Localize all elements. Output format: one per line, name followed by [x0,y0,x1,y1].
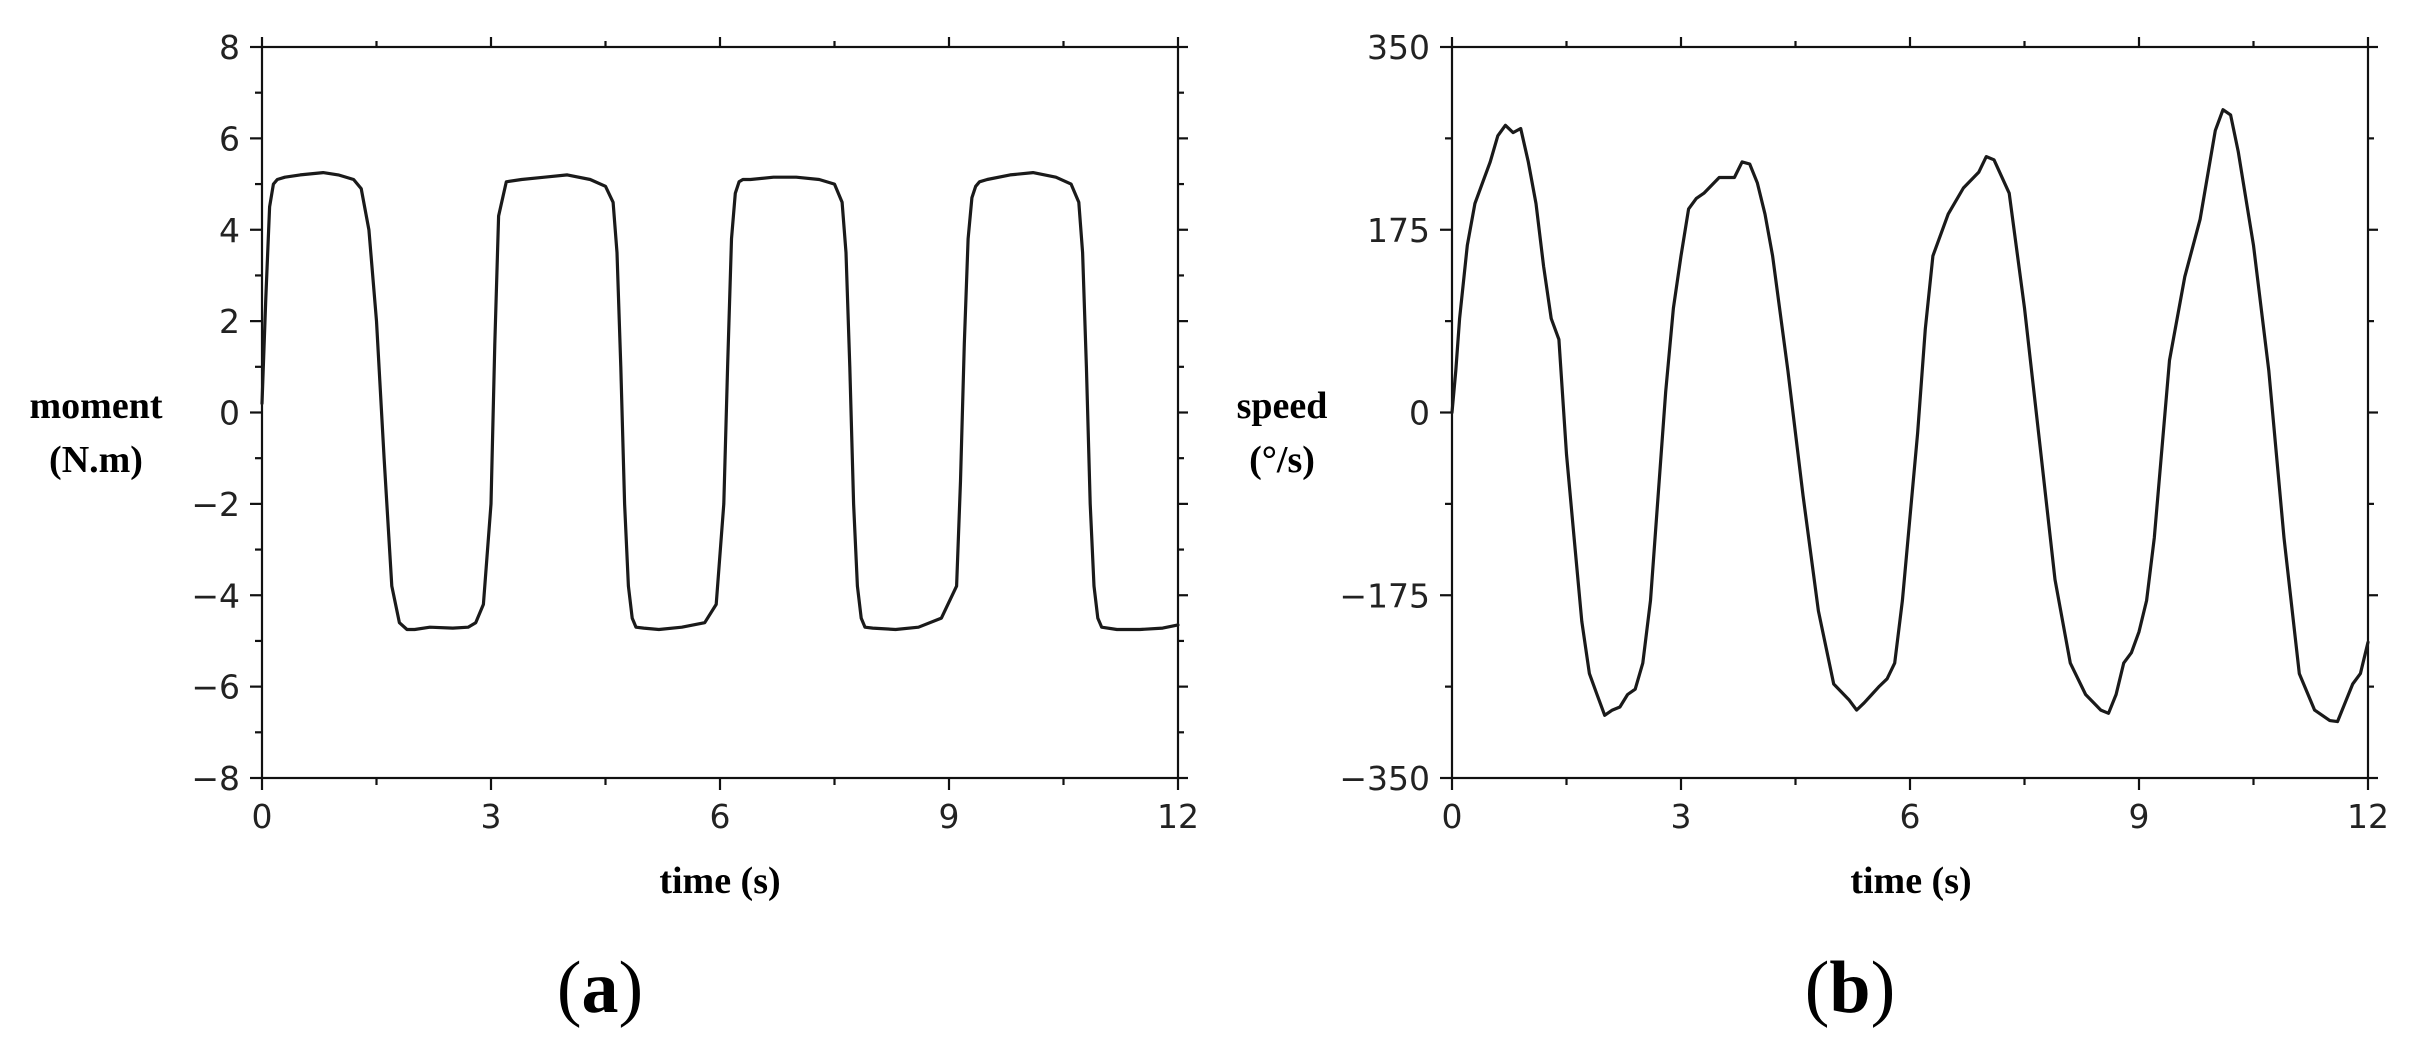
panel-label-b: (b) [1805,947,1895,1029]
x-tick-label: 9 [939,797,960,836]
panel-label-a: (a) [557,947,643,1029]
y-axis-title-line1: speed [1237,385,1328,427]
y-tick-label: −2 [191,485,240,524]
x-axis-title: time (s) [659,860,780,902]
y-tick-label: 8 [219,28,240,67]
panel-label-a-letter: a [582,947,619,1029]
x-tick-label: 9 [2129,797,2150,836]
x-tick-label: 6 [710,797,731,836]
y-tick-label: 4 [219,211,240,250]
y-tick-label: 0 [1409,394,1430,433]
x-tick-label: 3 [481,797,502,836]
y-tick-label: 2 [219,302,240,341]
x-axis-title: time (s) [1850,860,1971,902]
chart-panel-b: speed (°/s) time (s) (b) 0 3 6 9 12 350 175 0 −1… [1237,28,2389,1029]
y-tick-label: −175 [1339,576,1430,615]
y-tick-label: −6 [191,668,240,707]
y-tick-label: 0 [219,394,240,433]
y-tick-label: −350 [1339,759,1430,798]
x-tick-label: 3 [1671,797,1692,836]
series-line [260,171,1180,632]
x-tick-label: 6 [1900,797,1921,836]
y-tick-label: 175 [1367,211,1430,250]
plot-frame [260,45,1180,780]
x-tick-label: 12 [1157,797,1199,836]
series-line [1450,108,2370,724]
y-tick-label: 6 [219,119,240,158]
x-tick-label: 0 [1442,797,1463,836]
chart-panel-a: moment (N.m) time (s) (a) 0 3 6 9 12 8 6 4 2 0 −2 −… [30,28,1199,1029]
y-tick-label: −4 [191,576,240,615]
y-tick-label: −8 [191,759,240,798]
y-tick-label: 350 [1367,28,1430,67]
y-axis-title-line2: (N.m) [49,439,143,481]
y-axis-title-line1: moment [30,385,163,427]
x-tick-label: 0 [252,797,273,836]
y-axis-title-line2: (°/s) [1249,439,1315,481]
panel-label-b-letter: b [1829,947,1870,1029]
x-tick-label: 12 [2347,797,2389,836]
